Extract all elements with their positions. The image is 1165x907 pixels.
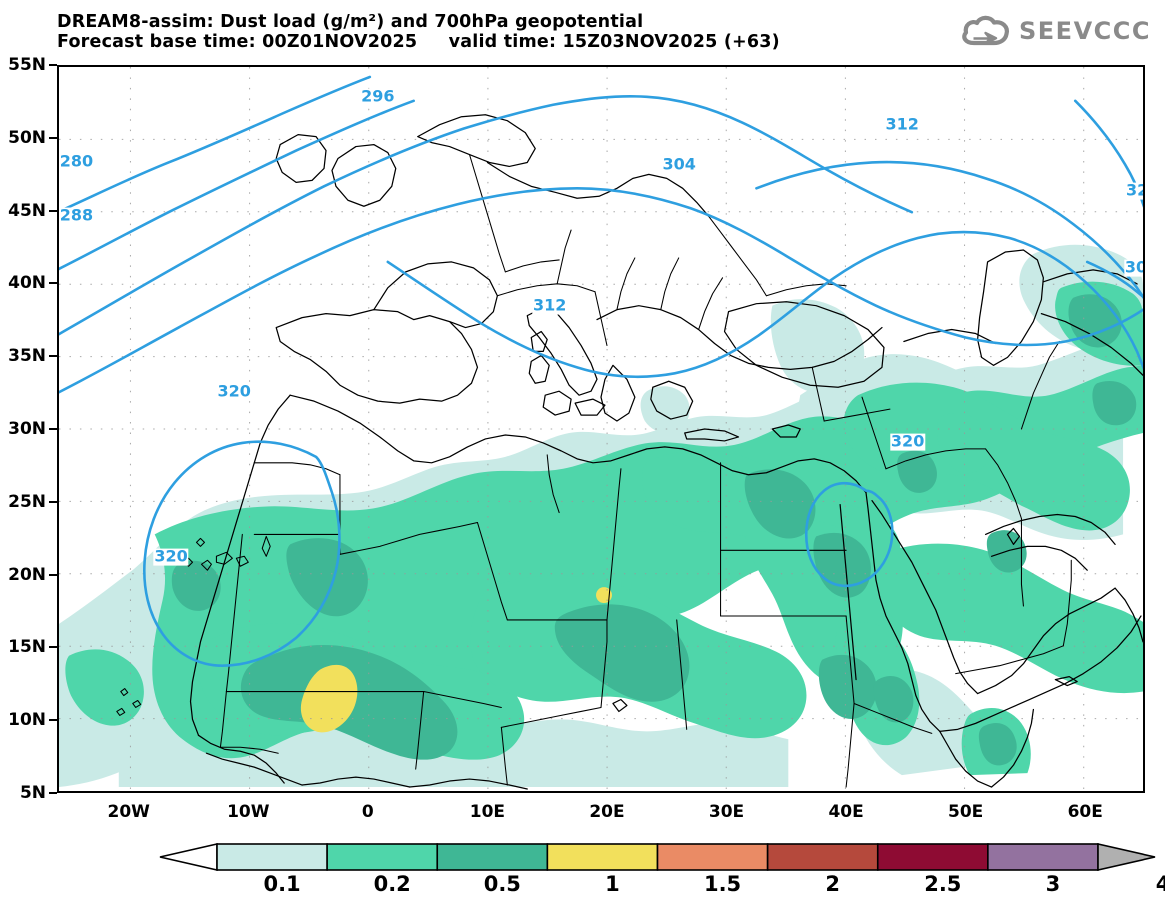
colorbar-swatches: [159, 842, 1156, 872]
forecast-time-subtitle: Forecast base time: 00Z01NOV2025 valid t…: [57, 32, 780, 52]
x-tick-label: 10E: [469, 802, 506, 822]
x-tick-label: 60E: [1067, 802, 1103, 822]
contour-label: 320: [889, 431, 926, 451]
contour-label: 288: [59, 205, 95, 225]
contour-label: 320: [153, 546, 189, 566]
x-tick-label: 0: [361, 802, 374, 822]
y-tick-label: 5N: [19, 783, 46, 803]
y-tick-mark: [49, 355, 57, 358]
y-axis-ticks: 5N 10N 15N 20N 25N 30N 35N 40N 45N 50N 55N: [0, 55, 57, 803]
colorbar-tick-label: 1: [605, 872, 620, 896]
colorbar-band: [216, 843, 328, 871]
y-tick-label: 10N: [8, 710, 46, 731]
contour-label: 296: [360, 86, 396, 106]
colorbar-band: [546, 843, 659, 871]
cloud-wind-icon: [962, 15, 1009, 46]
contour-label: 320: [216, 382, 252, 402]
contour-label: 280: [59, 151, 95, 171]
dust-load-map: [59, 67, 1143, 791]
y-tick-mark: [49, 64, 57, 66]
geopotential-contours: [59, 75, 1143, 667]
logo-text: SEEVCCC: [1019, 17, 1151, 45]
y-tick-mark: [49, 136, 57, 139]
contour-label: 312: [531, 295, 568, 315]
colorbar[interactable]: 0.1 0.2 0.5 1 1.5 2 2.5 3 4: [0, 840, 1165, 907]
x-tick-label: 20W: [107, 802, 150, 822]
colorbar-tick-label: 2: [825, 872, 840, 896]
y-tick-mark: [49, 573, 57, 576]
colorbar-extend-min: [159, 842, 218, 872]
y-tick-mark: [49, 428, 57, 430]
x-axis-ticks: 20W 10W 0 10E 20E 30E 40E 50E 60E: [57, 793, 1145, 827]
colorbar-band: [656, 843, 769, 871]
y-tick-mark: [49, 719, 57, 722]
y-tick-label: 25N: [8, 491, 46, 512]
y-tick-label: 15N: [8, 637, 46, 658]
colorbar-tick-label: 0.1: [263, 872, 301, 896]
y-tick-mark: [49, 792, 57, 794]
y-tick-label: 45N: [8, 200, 46, 221]
colorbar-tick-label: 3: [1045, 872, 1061, 896]
header: DREAM8-assim: Dust load (g/m²) and 700hP…: [0, 0, 1165, 58]
contour-label: 328: [1124, 182, 1143, 200]
colorbar-tick-label: 0.5: [483, 872, 521, 896]
x-tick-label: 10W: [227, 802, 270, 822]
colorbar-band: [876, 843, 989, 871]
contour-label: 304: [661, 154, 697, 174]
y-tick-label: 40N: [8, 273, 46, 294]
dust-band-1-1.5: [300, 587, 612, 733]
seevccc-logo: SEEVCCC: [960, 14, 1151, 48]
y-tick-label: 20N: [8, 564, 46, 585]
y-tick-label: 55N: [8, 55, 46, 75]
colorbar-extend-max: [1097, 842, 1156, 872]
page-title: DREAM8-assim: Dust load (g/m²) and 700hP…: [57, 12, 644, 32]
y-tick-label: 50N: [8, 127, 46, 148]
colorbar-band: [987, 843, 1099, 871]
y-tick-mark: [49, 282, 57, 285]
map-plot-area[interactable]: 280 288 296 304 312 312 320 320 320 328 304: [57, 65, 1145, 793]
colorbar-band: [436, 843, 549, 871]
y-tick-mark: [49, 500, 57, 503]
x-tick-label: 50E: [948, 802, 984, 822]
colorbar-band: [326, 843, 439, 871]
colorbar-tick-label: 1.5: [703, 872, 742, 896]
y-tick-label: 35N: [8, 346, 46, 367]
colorbar-tick-label: 0.2: [373, 872, 411, 896]
contour-label: 304: [1123, 259, 1143, 277]
x-tick-label: 20E: [589, 802, 625, 822]
x-tick-label: 30E: [708, 802, 745, 822]
y-tick-label: 30N: [8, 419, 46, 439]
contour-label: 312: [884, 114, 920, 134]
x-tick-label: 40E: [828, 802, 864, 822]
y-tick-mark: [49, 646, 57, 649]
colorbar-tick-label: 2.5: [924, 872, 962, 896]
colorbar-band: [766, 843, 879, 871]
y-tick-mark: [49, 209, 57, 212]
colorbar-tick-label: 4: [1155, 872, 1165, 896]
